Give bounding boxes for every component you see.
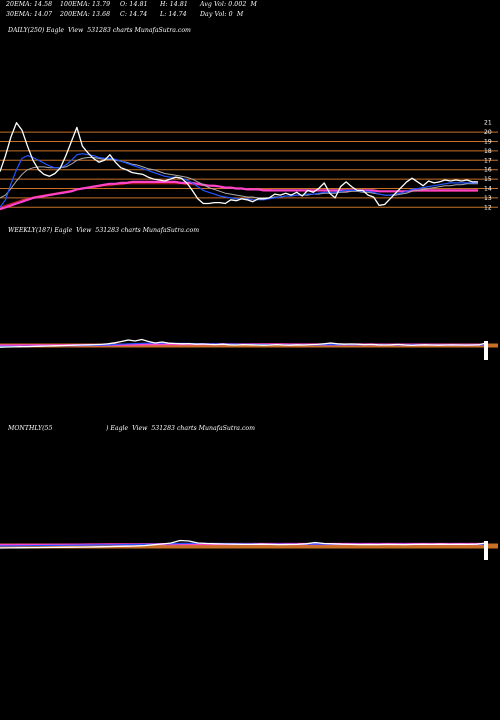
daily-y-tick-label: 20 bbox=[484, 129, 492, 136]
daily-ema30-line bbox=[0, 157, 478, 199]
monthly-last-bar bbox=[484, 541, 488, 560]
daily-y-tick-label: 17 bbox=[484, 157, 492, 164]
daily-panel-label: DAILY(250) Eagle View 531283 charts Muna… bbox=[8, 27, 191, 34]
weekly-last-bar bbox=[484, 341, 488, 360]
weekly-panel-label: WEEKLY(187) Eagle View 531283 charts Mun… bbox=[8, 227, 200, 234]
close-readout: C: 14.74 bbox=[120, 11, 148, 18]
daily-ema20-line bbox=[0, 153, 478, 208]
daily-price-line bbox=[0, 122, 478, 207]
daily-y-tick-label: 16 bbox=[484, 167, 492, 174]
ema200-readout: 200EMA: 13.68 bbox=[60, 11, 111, 18]
weekly-panel bbox=[0, 338, 498, 360]
open-readout: O: 14.81 bbox=[120, 1, 148, 8]
daily-y-tick-label: 14 bbox=[484, 186, 492, 193]
monthly-price-line bbox=[0, 539, 487, 549]
ema30-readout: 30EMA: 14.07 bbox=[6, 11, 53, 18]
daily-y-tick-label: 18 bbox=[484, 148, 492, 155]
monthly-panel-label: MONTHLY(55 bbox=[8, 425, 53, 432]
monthly-panel bbox=[0, 539, 498, 560]
daily-y-tick-label: 15 bbox=[484, 176, 492, 183]
avg-vol-readout: Avg Vol: 0.002 M bbox=[200, 1, 257, 8]
daily-y-tick-label: 13 bbox=[484, 195, 492, 202]
ema20-readout: 20EMA: 14.58 bbox=[6, 1, 53, 8]
day-vol-readout: Day Vol: 0 M bbox=[200, 11, 244, 18]
high-readout: H: 14.81 bbox=[160, 1, 188, 8]
daily-y-tick-label: 19 bbox=[484, 139, 492, 146]
monthly-panel-label-2: ) Eagle View 531283 charts MunafaSutra.c… bbox=[106, 425, 256, 432]
low-readout: L: 14.74 bbox=[160, 11, 187, 18]
daily-y-tick-label: 12 bbox=[484, 204, 492, 211]
daily-panel: 21 20 19 18 17 16 15 14 13 12 bbox=[0, 120, 498, 211]
weekly-price-line bbox=[0, 338, 487, 348]
daily-y-tick-label: 21 bbox=[484, 120, 492, 127]
ema100-readout: 100EMA: 13.79 bbox=[60, 1, 111, 8]
